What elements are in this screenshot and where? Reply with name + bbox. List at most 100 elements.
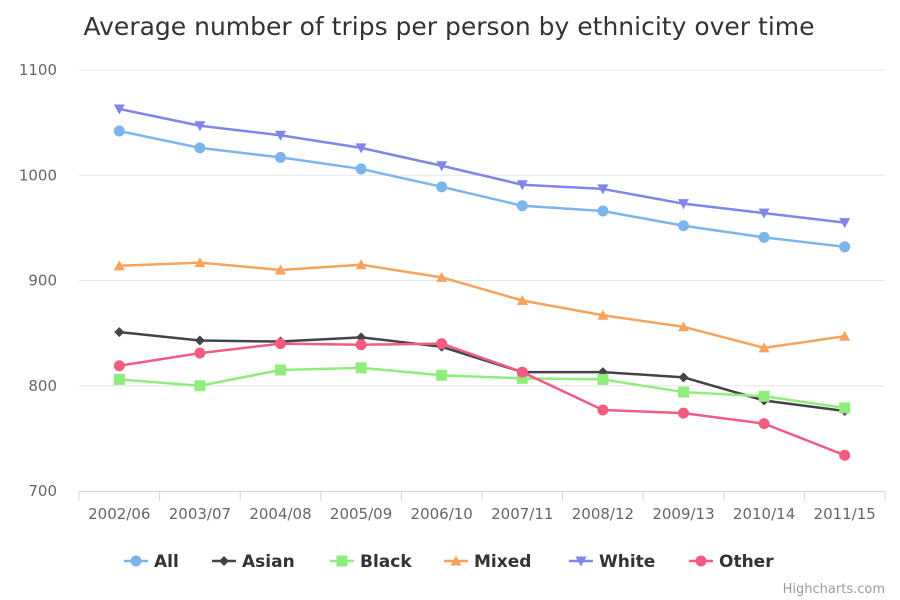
series-white[interactable] [113, 104, 851, 229]
data-point-black[interactable] [678, 386, 689, 398]
data-point-white[interactable] [839, 218, 851, 229]
data-point-asian[interactable] [194, 335, 205, 346]
data-point-mixed[interactable] [275, 264, 286, 275]
series-line-black[interactable] [118, 366, 846, 410]
legend-item-other[interactable]: Other [689, 552, 774, 572]
data-point-mixed[interactable] [194, 257, 206, 268]
credits-link[interactable]: Highcharts.com [783, 582, 885, 597]
series-mixed[interactable] [113, 257, 851, 353]
data-point-all[interactable] [597, 205, 609, 217]
series-all[interactable] [113, 125, 851, 253]
data-point-black[interactable] [275, 364, 286, 376]
legend-symbol-all [130, 555, 142, 567]
legend-symbol-white [575, 556, 587, 567]
chart-title: Average number of trips per person by et… [84, 12, 815, 41]
data-point-mixed[interactable] [516, 294, 528, 305]
data-point-all[interactable] [678, 220, 689, 232]
x-tick-label: 2010/14 [733, 505, 795, 523]
series-black[interactable] [113, 362, 851, 414]
legend-item-white[interactable]: White [569, 552, 655, 572]
data-point-all[interactable] [436, 181, 448, 193]
series-line-all[interactable] [118, 129, 846, 249]
data-point-black[interactable] [516, 372, 528, 384]
x-tick-label: 2009/13 [652, 505, 714, 523]
legend: All Asian Black Mixed White Other [124, 552, 774, 572]
data-point-black[interactable] [113, 373, 125, 385]
y-tick-label: 700 [28, 482, 57, 500]
legend-label-black: Black [360, 552, 412, 572]
series-other[interactable] [113, 338, 851, 461]
data-point-other[interactable] [597, 404, 609, 416]
legend-label-all: All [154, 552, 179, 572]
data-point-mixed[interactable] [678, 321, 689, 332]
x-tick-label: 2005/09 [330, 505, 392, 523]
data-point-other[interactable] [758, 418, 770, 430]
data-point-black[interactable] [839, 402, 851, 414]
legend-item-mixed[interactable]: Mixed [444, 552, 531, 572]
data-point-mixed[interactable] [758, 342, 770, 353]
data-point-all[interactable] [113, 125, 125, 137]
data-point-white[interactable] [113, 104, 125, 115]
legend-symbol-mixed [450, 555, 462, 566]
series-line-white[interactable] [118, 107, 846, 224]
legend-label-asian: Asian [242, 552, 295, 572]
data-point-other[interactable] [113, 360, 125, 372]
data-point-asian[interactable] [678, 372, 689, 383]
data-point-all[interactable] [839, 241, 851, 253]
series-layer [113, 104, 851, 461]
data-point-white[interactable] [516, 180, 528, 191]
data-point-other[interactable] [436, 338, 448, 350]
legend-item-black[interactable]: Black [330, 552, 412, 572]
data-point-mixed[interactable] [597, 309, 609, 320]
data-point-all[interactable] [275, 151, 286, 163]
y-tick-label: 900 [28, 272, 57, 290]
y-tick-label: 1000 [19, 166, 57, 184]
data-point-all[interactable] [355, 163, 367, 175]
grid-layer: 700 800 900 1000 1100 [19, 61, 885, 500]
data-point-other[interactable] [516, 366, 528, 378]
x-axis: 2002/06 2003/07 2004/08 2005/09 2006/10 2007/… [78, 491, 886, 523]
data-point-asian[interactable] [114, 327, 125, 338]
data-point-white[interactable] [678, 199, 689, 210]
y-tick-label: 800 [28, 377, 57, 395]
x-tick-label: 2008/12 [572, 505, 634, 523]
data-point-black[interactable] [355, 362, 367, 374]
data-point-white[interactable] [597, 184, 609, 195]
y-tick-label: 1100 [19, 61, 57, 79]
data-point-other[interactable] [678, 407, 689, 419]
legend-symbol-black [336, 555, 348, 567]
data-point-other[interactable] [194, 347, 206, 359]
legend-item-all[interactable]: All [124, 552, 179, 572]
x-tick-label: 2007/11 [491, 505, 553, 523]
data-point-other[interactable] [355, 339, 367, 351]
data-point-all[interactable] [758, 231, 770, 243]
series-line-asian[interactable] [118, 330, 846, 413]
data-point-white[interactable] [355, 143, 367, 154]
data-point-white[interactable] [275, 130, 286, 141]
data-point-white[interactable] [758, 208, 770, 219]
legend-item-asian[interactable]: Asian [212, 552, 295, 572]
data-point-other[interactable] [839, 449, 851, 461]
data-point-white[interactable] [194, 121, 206, 132]
data-point-white[interactable] [436, 161, 448, 172]
data-point-mixed[interactable] [355, 259, 367, 270]
series-line-other[interactable] [118, 342, 846, 457]
data-point-mixed[interactable] [436, 271, 448, 282]
x-tick-label: 2002/06 [88, 505, 150, 523]
data-point-all[interactable] [194, 142, 206, 154]
data-point-black[interactable] [758, 390, 770, 402]
data-point-mixed[interactable] [839, 330, 851, 341]
legend-label-mixed: Mixed [474, 552, 531, 572]
data-point-black[interactable] [194, 380, 206, 392]
data-point-all[interactable] [516, 200, 528, 212]
data-point-black[interactable] [436, 369, 448, 381]
data-point-other[interactable] [275, 338, 286, 350]
legend-label-white: White [599, 552, 655, 572]
series-line-mixed[interactable] [118, 261, 846, 350]
legend-label-other: Other [719, 552, 774, 572]
data-point-black[interactable] [597, 373, 609, 385]
data-point-mixed[interactable] [113, 260, 125, 271]
